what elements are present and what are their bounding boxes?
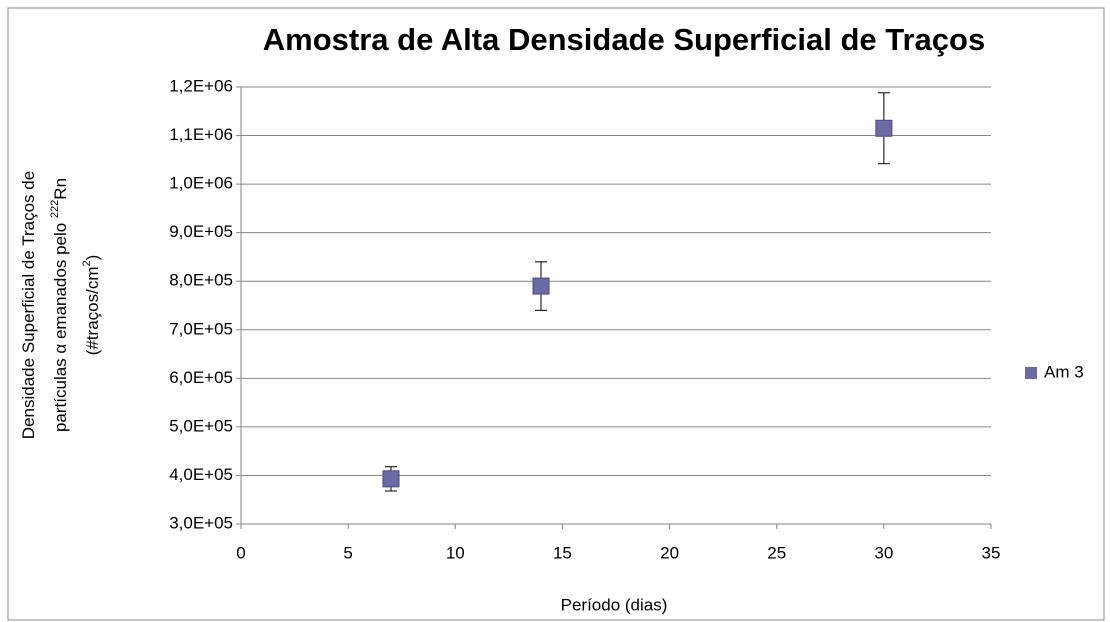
- legend-label: Am 3: [1044, 362, 1084, 381]
- chart-border: [7, 7, 1105, 621]
- chart-title: Amostra de Alta Densidade Superficial de…: [263, 22, 985, 57]
- x-tick-label: 5: [343, 543, 352, 562]
- y-label-part: α: [51, 344, 70, 354]
- x-tick-label: 25: [767, 543, 786, 562]
- x-axis-label: Período (dias): [561, 595, 668, 614]
- y-label-part: 2: [81, 260, 93, 266]
- x-tick-label: 35: [982, 543, 1001, 562]
- point: [382, 470, 400, 488]
- y-tick-label: 9,0E+05: [169, 222, 233, 241]
- x-tick-label: 15: [553, 543, 572, 562]
- y-tick-label: 1,2E+06: [169, 76, 233, 95]
- x-tick-label: 30: [874, 543, 893, 562]
- x-tick-label: 0: [236, 543, 245, 562]
- y-label-part: Densidade Superficial de Traços de: [19, 171, 38, 439]
- legend-swatch: [1025, 367, 1037, 379]
- point: [875, 119, 893, 137]
- y-label-line: partículas α emanados pelo 222Rn: [49, 178, 71, 432]
- y-label-line: Densidade Superficial de Traços de: [19, 171, 38, 439]
- y-axis-label: Densidade Superficial de Traços de partí…: [19, 171, 102, 439]
- y-label-line: (#traços/cm2): [81, 255, 103, 356]
- y-tick-label: 8,0E+05: [169, 271, 233, 290]
- y-tick-label: 3,0E+05: [169, 513, 233, 532]
- y-tick-label: 1,1E+06: [169, 125, 233, 144]
- y-label-part: 222: [49, 200, 61, 218]
- y-label-part: partículas: [51, 354, 70, 432]
- y-tick-label: 5,0E+05: [169, 416, 233, 435]
- y-label-part: Rn: [51, 178, 70, 200]
- y-tick-label: 4,0E+05: [169, 465, 233, 484]
- y-label-part: (#traços/cm: [83, 267, 102, 356]
- y-tick-label: 1,0E+06: [169, 174, 233, 193]
- point: [532, 277, 550, 295]
- y-label-part: emanados pelo: [51, 218, 70, 344]
- y-label-part: ): [83, 255, 102, 261]
- x-tick-label: 20: [660, 543, 679, 562]
- x-tick-label: 10: [446, 543, 465, 562]
- y-tick-label: 6,0E+05: [169, 368, 233, 387]
- y-tick-label: 7,0E+05: [169, 319, 233, 338]
